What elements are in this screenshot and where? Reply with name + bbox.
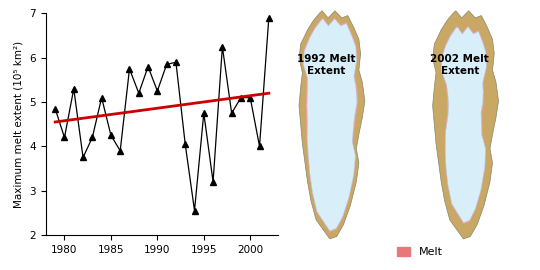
Polygon shape [433,11,498,239]
Polygon shape [441,26,487,224]
Legend: Melt: Melt [392,242,447,262]
Text: 2002 Melt
Extent: 2002 Melt Extent [430,54,489,76]
Polygon shape [299,11,365,239]
Text: 1992 Melt
Extent: 1992 Melt Extent [297,54,355,76]
Polygon shape [442,27,487,223]
Polygon shape [303,19,357,231]
Polygon shape [303,18,358,232]
Y-axis label: Maximum melt extent (10⁵ km²): Maximum melt extent (10⁵ km²) [14,41,24,208]
